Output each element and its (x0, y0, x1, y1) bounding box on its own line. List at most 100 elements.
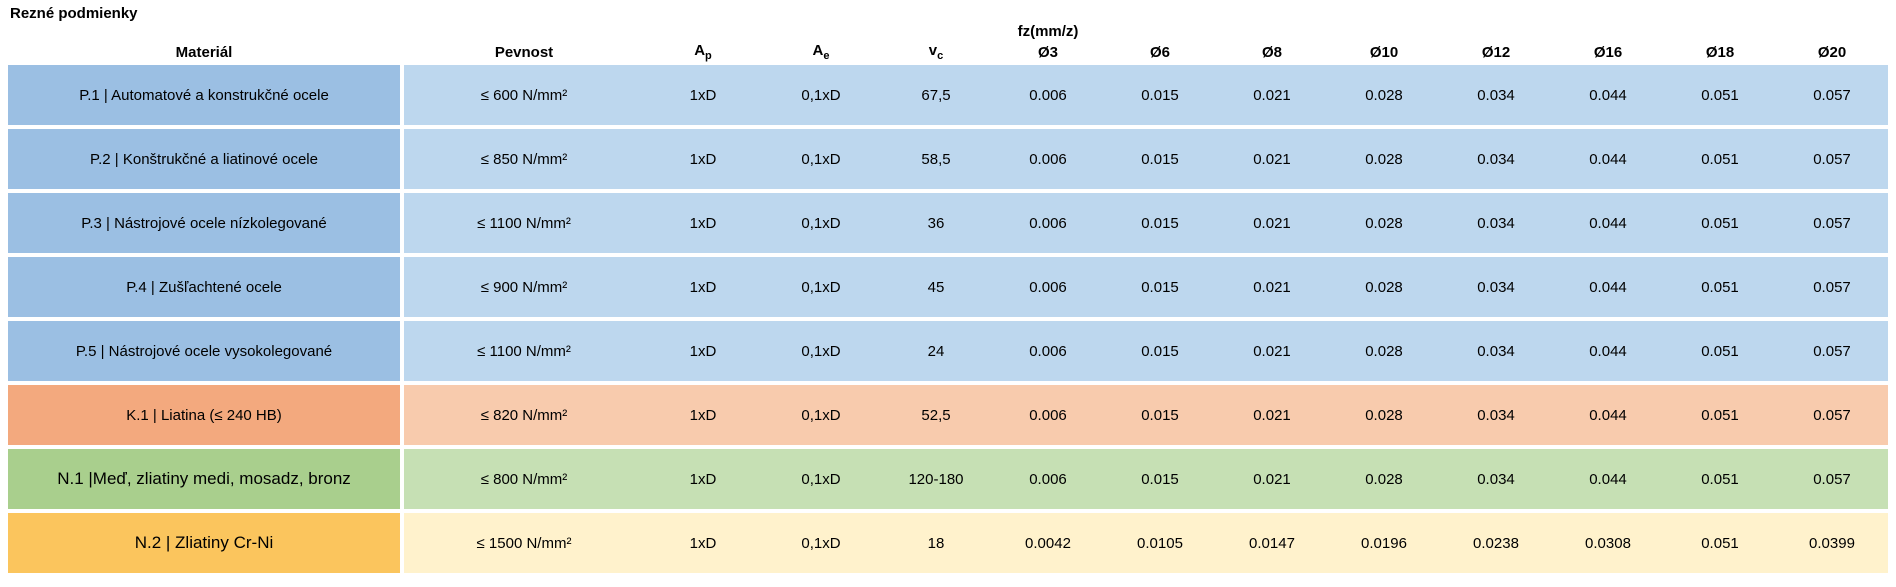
fz-cell: 0.006 (1029, 214, 1067, 232)
table-row: P.3 | Nástrojové ocele nízkolegované ≤ 1… (8, 193, 1888, 253)
fz-cell: 0.051 (1701, 86, 1739, 104)
fz-cell: 0.0196 (1361, 534, 1407, 552)
fz-header-row: fz(mm/z) (8, 21, 1888, 41)
fz-cell: 0.028 (1365, 470, 1403, 488)
material-cell: P.3 | Nástrojové ocele nízkolegované (8, 193, 400, 253)
fz-cell: 0.057 (1813, 406, 1851, 424)
vc-column-header: vc (928, 42, 944, 62)
fz-cell: 0.006 (1029, 470, 1067, 488)
fz-cell: 0.015 (1141, 150, 1179, 168)
fz-cell: 0.015 (1141, 470, 1179, 488)
diameter-column-header: Ø12 (1481, 43, 1511, 61)
fz-cell: 0.044 (1589, 150, 1627, 168)
material-cell: N.1 |Meď, zliatiny medi, mosadz, bronz (8, 449, 400, 509)
row-values: ≤ 800 N/mm² 1xD 0,1xD 120-180 0.006 0.01… (404, 449, 1888, 509)
pevnost-cell: ≤ 820 N/mm² (480, 406, 568, 424)
fz-cell: 0.044 (1589, 342, 1627, 360)
ap-column-header: Ap (694, 42, 712, 62)
fz-cell: 0.006 (1029, 342, 1067, 360)
fz-cell: 0.015 (1141, 278, 1179, 296)
ap-cell: 1xD (689, 86, 717, 104)
fz-cell: 0.0238 (1473, 534, 1519, 552)
ae-cell: 0,1xD (801, 470, 841, 488)
fz-cell: 0.057 (1813, 214, 1851, 232)
fz-cell: 0.028 (1365, 406, 1403, 424)
row-values: ≤ 820 N/mm² 1xD 0,1xD 52,5 0.006 0.015 0… (404, 385, 1888, 445)
pevnost-cell: ≤ 800 N/mm² (480, 470, 568, 488)
fz-cell: 0.051 (1701, 278, 1739, 296)
table-body: P.1 | Automatové a konstrukčné ocele ≤ 6… (8, 65, 1888, 573)
diameter-column-header: Ø18 (1705, 43, 1735, 61)
pevnost-cell: ≤ 1500 N/mm² (476, 534, 572, 552)
row-values: ≤ 1100 N/mm² 1xD 0,1xD 36 0.006 0.015 0.… (404, 193, 1888, 253)
fz-cell: 0.051 (1701, 470, 1739, 488)
fz-header-spacer (8, 21, 400, 41)
fz-cell: 0.034 (1477, 86, 1515, 104)
fz-cell: 0.044 (1589, 86, 1627, 104)
table-row: P.1 | Automatové a konstrukčné ocele ≤ 6… (8, 65, 1888, 125)
ae-cell: 0,1xD (801, 214, 841, 232)
fz-cell: 0.044 (1589, 406, 1627, 424)
table-row: N.1 |Meď, zliatiny medi, mosadz, bronz ≤… (8, 449, 1888, 509)
ae-cell: 0,1xD (801, 150, 841, 168)
ap-cell: 1xD (689, 406, 717, 424)
row-values: ≤ 1500 N/mm² 1xD 0,1xD 18 0.0042 0.0105 … (404, 513, 1888, 573)
pevnost-cell: ≤ 900 N/mm² (480, 278, 568, 296)
fz-cell: 0.028 (1365, 214, 1403, 232)
fz-cell: 0.015 (1141, 342, 1179, 360)
fz-cell: 0.044 (1589, 278, 1627, 296)
vc-cell: 120-180 (908, 470, 964, 488)
fz-cell: 0.057 (1813, 278, 1851, 296)
table-row: P.2 | Konštrukčné a liatinové ocele ≤ 85… (8, 129, 1888, 189)
fz-cell: 0.044 (1589, 214, 1627, 232)
fz-cell: 0.057 (1813, 150, 1851, 168)
ae-cell: 0,1xD (801, 86, 841, 104)
diameter-column-header: Ø3 (1037, 43, 1058, 61)
material-cell: P.4 | Zušľachtené ocele (8, 257, 400, 317)
row-values: ≤ 850 N/mm² 1xD 0,1xD 58,5 0.006 0.015 0… (404, 129, 1888, 189)
fz-unit-header: fz(mm/z) (1017, 22, 1079, 40)
vc-cell: 52,5 (921, 406, 951, 424)
ap-cell: 1xD (689, 150, 717, 168)
fz-cell: 0.021 (1253, 278, 1291, 296)
fz-cell: 0.044 (1589, 470, 1627, 488)
fz-cell: 0.006 (1029, 278, 1067, 296)
fz-cell: 0.0147 (1249, 534, 1295, 552)
fz-cell: 0.021 (1253, 214, 1291, 232)
fz-cell: 0.057 (1813, 342, 1851, 360)
cutting-conditions-table: fz(mm/z) Materiál Pevnost Ap Ae vc Ø3 Ø6… (8, 21, 1888, 577)
fz-cell: 0.021 (1253, 86, 1291, 104)
fz-cell: 0.034 (1477, 150, 1515, 168)
diameter-column-header: Ø8 (1261, 43, 1282, 61)
fz-cell: 0.028 (1365, 342, 1403, 360)
diameter-column-header: Ø20 (1817, 43, 1847, 61)
vc-cell: 36 (927, 214, 945, 232)
fz-cell: 0.015 (1141, 86, 1179, 104)
vc-cell: 58,5 (921, 150, 951, 168)
fz-cell: 0.015 (1141, 214, 1179, 232)
fz-cell: 0.015 (1141, 406, 1179, 424)
ap-cell: 1xD (689, 214, 717, 232)
table-row: N.2 | Zliatiny Cr-Ni ≤ 1500 N/mm² 1xD 0,… (8, 513, 1888, 573)
row-values: ≤ 900 N/mm² 1xD 0,1xD 45 0.006 0.015 0.0… (404, 257, 1888, 317)
vc-cell: 24 (927, 342, 945, 360)
fz-cell: 0.0308 (1585, 534, 1631, 552)
fz-cell: 0.051 (1701, 534, 1739, 552)
material-cell: P.2 | Konštrukčné a liatinové ocele (8, 129, 400, 189)
fz-cell: 0.0399 (1809, 534, 1855, 552)
pevnost-column-header: Pevnost (494, 43, 554, 61)
pevnost-cell: ≤ 1100 N/mm² (477, 214, 571, 232)
material-cell: N.2 | Zliatiny Cr-Ni (8, 513, 400, 573)
ae-cell: 0,1xD (801, 278, 841, 296)
fz-cell: 0.021 (1253, 342, 1291, 360)
fz-cell: 0.057 (1813, 470, 1851, 488)
material-column-header: Materiál (175, 43, 233, 61)
fz-cell: 0.021 (1253, 470, 1291, 488)
page-title: Rezné podmienky (10, 5, 138, 22)
ap-cell: 1xD (689, 278, 717, 296)
vc-cell: 45 (927, 278, 945, 296)
fz-cell: 0.057 (1813, 86, 1851, 104)
fz-cell: 0.051 (1701, 342, 1739, 360)
ae-column-header: Ae (812, 42, 830, 62)
fz-cell: 0.034 (1477, 278, 1515, 296)
